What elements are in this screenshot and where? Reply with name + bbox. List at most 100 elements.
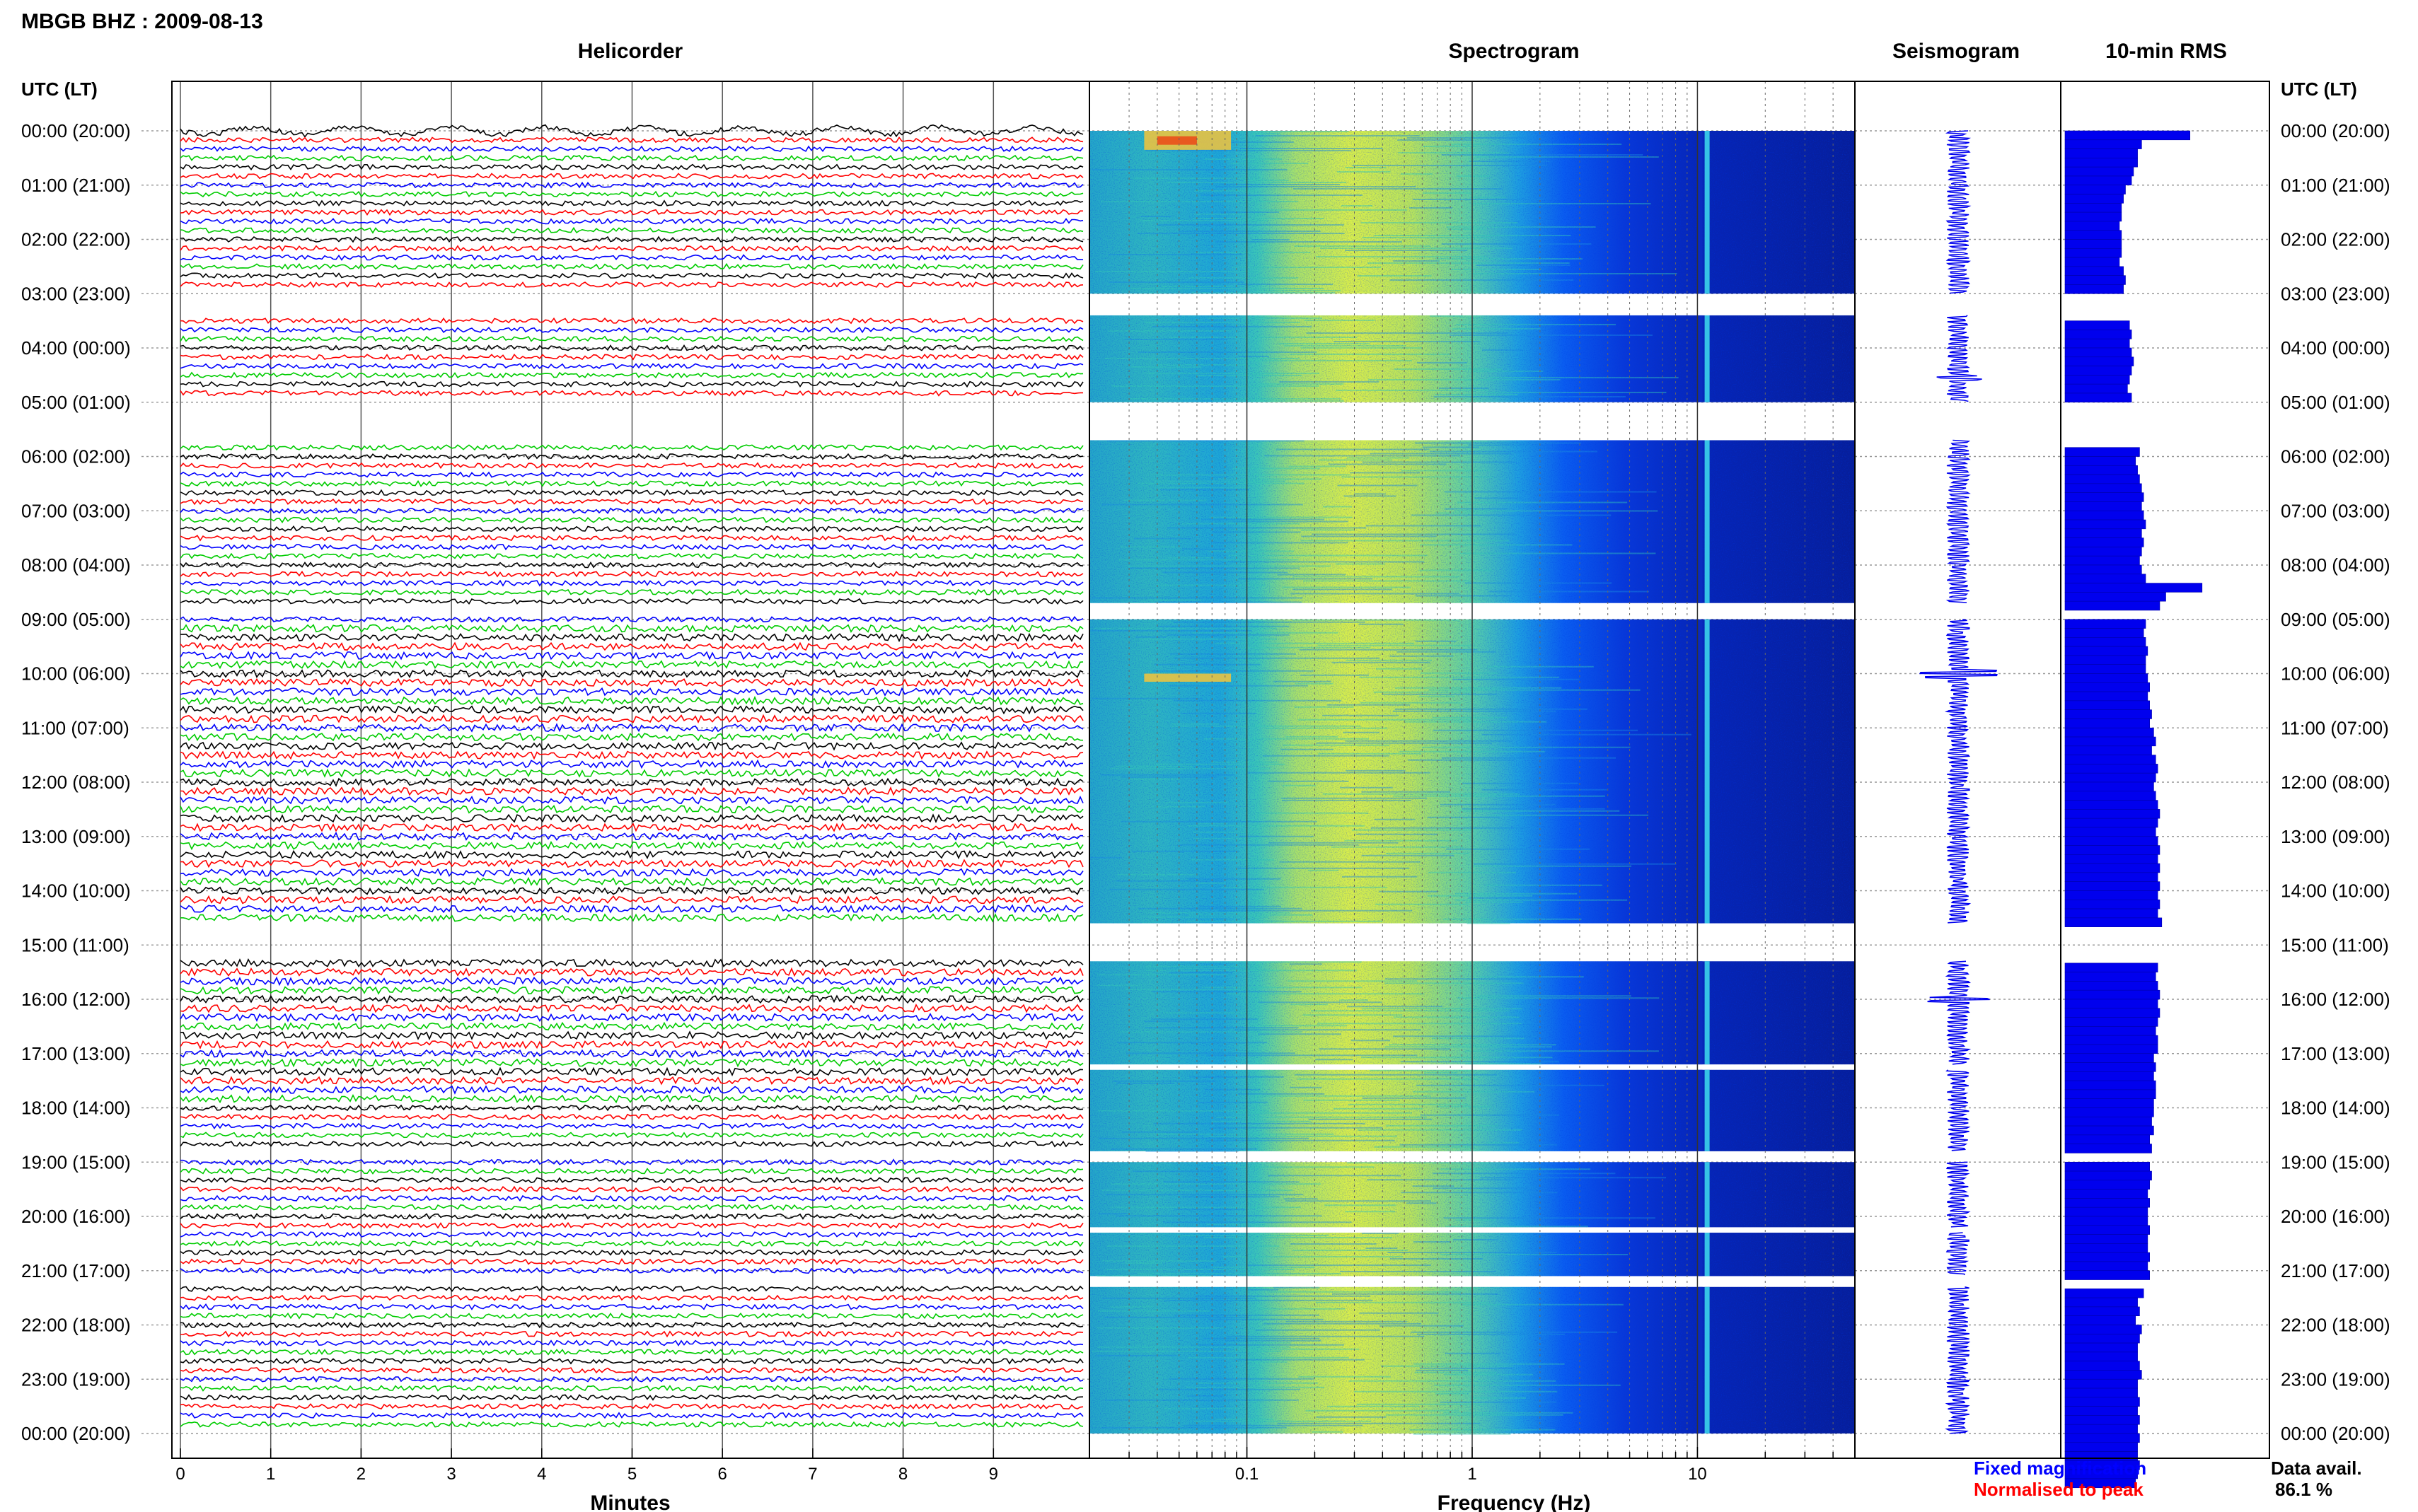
time-label-right: 13:00 (09:00) [2281,826,2390,847]
helicorder-trace-line [180,1113,1084,1121]
helicorder-trace-line [180,1303,1084,1310]
rms-bar [2064,818,2158,828]
rms-bar [2064,239,2122,249]
helicorder-trace-line [180,317,1084,325]
helicorder-trace-line [180,190,1084,198]
rms-bar [2064,917,2163,927]
helicorder-trace-line [180,1367,1084,1374]
rms-bar [2064,1206,2148,1217]
rms-bar [2064,1080,2156,1091]
seismogram-segment [1945,439,1971,603]
helicorder-trace-line [180,588,1084,596]
spectrogram-11hz-band [1704,1286,1710,1434]
helicorder-trace-line [180,516,1084,523]
helicorder-tick-label: 4 [537,1465,546,1484]
time-label-left: 18:00 (14:00) [21,1098,131,1119]
rms-bar [2064,1297,2138,1308]
rms-bar [2064,1333,2140,1344]
rms-bar [2064,483,2142,493]
rms-bar [2064,1035,2158,1045]
helicorder-trace-line [180,570,1084,578]
rms-bar [2064,764,2158,774]
rms-bar [2064,211,2122,222]
helicorder-tick-label: 0 [175,1465,185,1484]
helicorder-tick-label: 3 [446,1465,456,1484]
time-label-left: 23:00 (19:00) [21,1368,131,1390]
rms-bar [2064,474,2140,484]
helicorder-trace-line [180,181,1084,189]
station-title: MBGB BHZ : 2009-08-13 [21,10,263,33]
helicorder-trace-line [180,777,1084,787]
helicorder-trace-line [180,768,1084,778]
spectrogram-dark-band [1698,961,1703,1065]
helicorder-trace-line [180,1330,1084,1338]
helicorder-tick-label: 6 [718,1465,727,1484]
time-label-right: 15:00 (11:00) [2281,934,2389,955]
rms-bar [2064,275,2126,285]
time-label-right: 06:00 (02:00) [2281,446,2390,467]
helicorder-trace-line [180,741,1084,751]
helicorder-trace-line [180,380,1084,388]
helicorder-trace-line [180,1140,1084,1148]
time-label-right: 11:00 (07:00) [2281,717,2389,738]
helicorder-trace-line [180,660,1084,670]
spectrogram-tick-label: 1 [1467,1465,1476,1484]
time-label-left: 04:00 (00:00) [21,337,131,359]
time-label-right: 01:00 (21:00) [2281,175,2390,196]
rms-bar [2064,664,2146,674]
time-axis-title-right: UTC (LT) [2281,78,2357,100]
time-axis-title-left: UTC (LT) [21,78,98,100]
helicorder-trace-line [180,714,1084,723]
seismogram-segment [1945,1232,1969,1276]
helicorder-trace-line [180,145,1084,153]
rms-bar [2064,655,2146,665]
rms-bar [2064,700,2150,710]
spectrogram-image [1089,81,1856,1458]
spectrogram-dark-band [1698,619,1703,924]
time-label-right: 10:00 (06:00) [2281,663,2390,685]
time-label-right: 09:00 (05:00) [2281,609,2390,630]
helicorder-trace-line [180,1240,1084,1248]
rms-bar [2064,1397,2140,1407]
rms-bar [2064,1053,2154,1063]
rms-bar [2064,673,2148,683]
time-label-left: 03:00 (23:00) [21,283,131,304]
rms-bar [2064,827,2156,837]
rms-bar [2064,392,2132,403]
rms-bar [2064,646,2148,656]
spectrogram-dark-band [1698,131,1703,294]
rms-bar [2064,1144,2152,1153]
rms-bar [2064,175,2132,186]
helicorder-trace-line [180,669,1084,679]
time-label-right: 02:00 (22:00) [2281,229,2390,250]
helicorder-trace-line [180,1040,1084,1049]
helicorder-trace-line [180,1057,1084,1068]
rms-bar [2064,908,2158,919]
time-label-left: 17:00 (13:00) [21,1043,131,1064]
helicorder-trace-line [180,136,1084,144]
time-label-left: 06:00 (02:00) [21,446,131,467]
spectrogram-11hz-band [1704,1162,1710,1228]
helicorder-trace-line [180,543,1084,551]
helicorder-trace-line [180,209,1084,216]
helicorder-tick-label: 8 [898,1465,908,1484]
helicorder-trace-line [180,479,1084,487]
rms-bar [2064,1089,2156,1100]
rms-bar [2064,139,2142,149]
seismogram-segment [1945,1161,1971,1228]
helicorder-trace-line [180,552,1084,559]
spectrogram-11hz-band [1704,315,1710,402]
helicorder-trace-line [180,525,1084,533]
time-label-right: 07:00 (03:00) [2281,500,2390,521]
spectrogram-tick-label: 0.1 [1235,1465,1259,1484]
helicorder-trace-line [180,723,1084,733]
helicorder-trace-line [180,1177,1084,1184]
time-label-left: 21:00 (17:00) [21,1260,131,1281]
helicorder-trace-line [180,1021,1084,1031]
helicorder-trace-line [180,1085,1084,1095]
rms-bar [2064,809,2160,819]
rms-bar [2064,537,2144,547]
helicorder-trace-line [180,750,1084,760]
time-label-right: 18:00 (14:00) [2281,1098,2390,1119]
time-labels-right: 00:00 (20:00) 01:00 (21:00) 02:00 (22:00) 0… [2281,120,2390,1444]
